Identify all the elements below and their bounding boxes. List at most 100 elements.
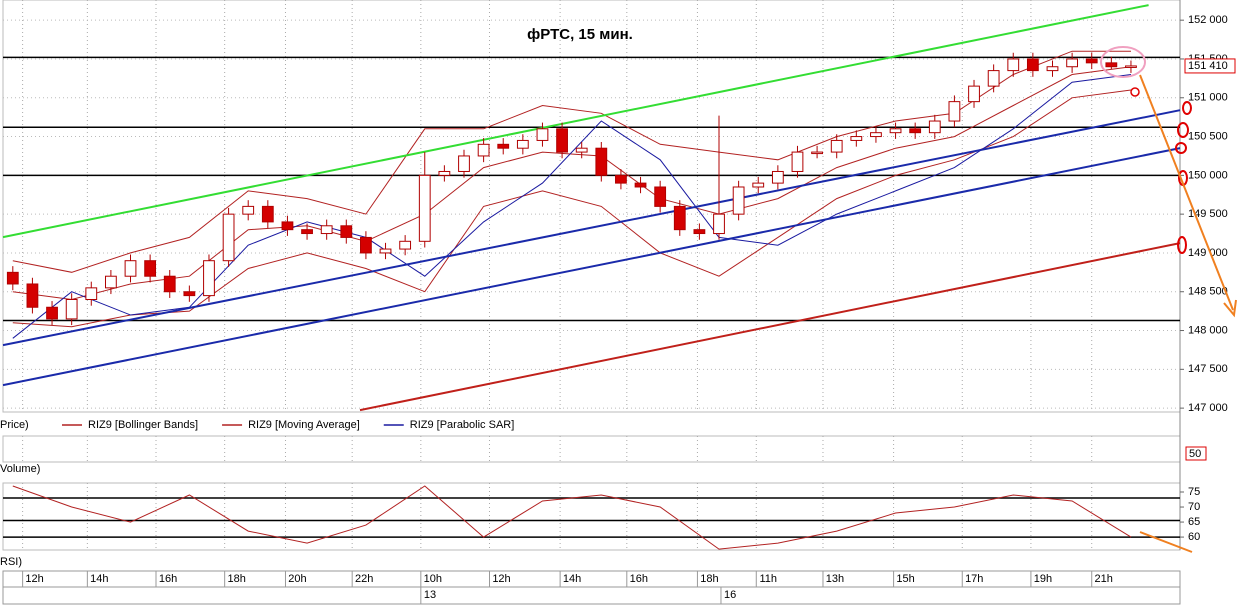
forecast-arrow bbox=[1139, 74, 1234, 311]
y-tick-label: 147 000 bbox=[1188, 402, 1228, 414]
marker-circle bbox=[1175, 142, 1187, 154]
candle-body bbox=[516, 139, 529, 149]
candle-body bbox=[477, 143, 490, 157]
trend-line bbox=[2, 4, 1149, 239]
candle-body bbox=[399, 240, 412, 250]
y-tick-label: 70 bbox=[1188, 501, 1200, 513]
bollinger-band bbox=[12, 50, 1131, 273]
candle-body bbox=[144, 260, 157, 277]
legend-label: RIZ9 [Parabolic SAR] bbox=[410, 419, 515, 431]
candle-body bbox=[203, 260, 215, 297]
trend-line bbox=[359, 242, 1181, 412]
y-tick-label: 149 500 bbox=[1188, 208, 1228, 220]
volume-scale-box bbox=[1185, 446, 1207, 461]
date-label: 16 bbox=[724, 589, 736, 601]
candle-body bbox=[85, 287, 98, 300]
candle-body bbox=[536, 128, 549, 141]
candle-body bbox=[379, 248, 392, 254]
candle-body bbox=[830, 139, 843, 153]
marker-circle bbox=[1177, 122, 1189, 138]
y-tick-label: 150 500 bbox=[1188, 130, 1228, 142]
price-tag-label: 151 410 bbox=[1188, 60, 1228, 72]
candle-body bbox=[104, 275, 117, 289]
candle-body bbox=[595, 147, 608, 176]
candle-body bbox=[360, 236, 372, 254]
candle-body bbox=[673, 205, 686, 231]
candle-body bbox=[6, 271, 19, 285]
candle-body bbox=[1026, 58, 1039, 72]
y-tick-label: 75 bbox=[1188, 486, 1200, 498]
y-tick-label: 65 bbox=[1188, 516, 1200, 528]
x-tick-label: 14h bbox=[90, 573, 108, 585]
candle-body bbox=[556, 128, 568, 153]
candle-body bbox=[634, 182, 647, 188]
candle-body bbox=[987, 70, 1000, 87]
candle-body bbox=[870, 132, 882, 138]
x-tick-label: 12h bbox=[25, 573, 43, 585]
candle-body bbox=[1046, 66, 1059, 72]
candle-body bbox=[1085, 58, 1098, 64]
candle-body bbox=[771, 170, 784, 184]
candle-body bbox=[1066, 58, 1079, 68]
x-tick-label: 18h bbox=[227, 573, 245, 585]
moving-average bbox=[12, 66, 1132, 301]
marker-circle bbox=[1177, 236, 1187, 254]
chart-title: фРТС, 15 мин. bbox=[527, 26, 633, 43]
candle-body bbox=[340, 225, 353, 238]
x-tick-label: 14h bbox=[563, 573, 581, 585]
y-tick-label: 147 500 bbox=[1188, 363, 1228, 375]
candle-body bbox=[418, 174, 431, 242]
candle-body bbox=[968, 85, 980, 103]
highlight-ellipse bbox=[1100, 46, 1146, 78]
x-tick-label: 13h bbox=[826, 573, 844, 585]
candle-body bbox=[732, 186, 745, 215]
legend-label: Price) bbox=[0, 419, 29, 431]
candle-body bbox=[693, 229, 706, 235]
candle-body bbox=[261, 205, 274, 223]
y-tick-label: 60 bbox=[1188, 531, 1200, 543]
x-tick-label: 12h bbox=[492, 573, 510, 585]
candle-body bbox=[497, 143, 510, 149]
candle-body bbox=[1105, 62, 1118, 68]
x-tick-label: 21h bbox=[1095, 573, 1113, 585]
candle-body bbox=[615, 174, 627, 184]
date-label: 13 bbox=[424, 589, 436, 601]
x-tick-label: 16h bbox=[159, 573, 177, 585]
parabolic-sar bbox=[12, 74, 1132, 339]
candle-body bbox=[909, 128, 922, 134]
legend-label: RIZ9 [Bollinger Bands] bbox=[88, 419, 198, 431]
y-tick-label: 152 000 bbox=[1188, 14, 1228, 26]
y-tick-label: 148 500 bbox=[1188, 286, 1228, 298]
bollinger-band bbox=[12, 89, 1132, 328]
candle-body bbox=[26, 283, 39, 308]
candle-body bbox=[163, 275, 176, 293]
trend-line bbox=[2, 147, 1181, 387]
panel-label: RSI) bbox=[0, 556, 22, 568]
x-tick-label: 19h bbox=[1034, 573, 1052, 585]
x-tick-label: 11h bbox=[760, 573, 778, 585]
panel-label: Volume) bbox=[0, 463, 40, 475]
candle-body bbox=[320, 225, 333, 235]
candle-body bbox=[46, 306, 58, 320]
candle-body bbox=[654, 186, 667, 207]
x-tick-label: 15h bbox=[896, 573, 914, 585]
candle-body bbox=[1007, 58, 1020, 72]
volume-scale-label: 50 bbox=[1189, 448, 1201, 460]
candle-body bbox=[889, 128, 902, 134]
candle-body bbox=[752, 182, 765, 188]
y-tick-label: 151 000 bbox=[1188, 92, 1228, 104]
x-tick-label: 17h bbox=[965, 573, 983, 585]
candle-body bbox=[811, 151, 823, 155]
candle-body bbox=[222, 213, 235, 262]
x-tick-label: 18h bbox=[700, 573, 718, 585]
candle-body bbox=[301, 229, 313, 235]
marker-circle bbox=[1182, 101, 1192, 115]
candle-body bbox=[458, 155, 470, 172]
candle-body bbox=[948, 101, 961, 122]
date-axis-frame bbox=[2, 586, 1181, 605]
forecast-arrow bbox=[1139, 531, 1193, 553]
candle-body bbox=[575, 147, 588, 153]
candle-body bbox=[124, 260, 137, 277]
